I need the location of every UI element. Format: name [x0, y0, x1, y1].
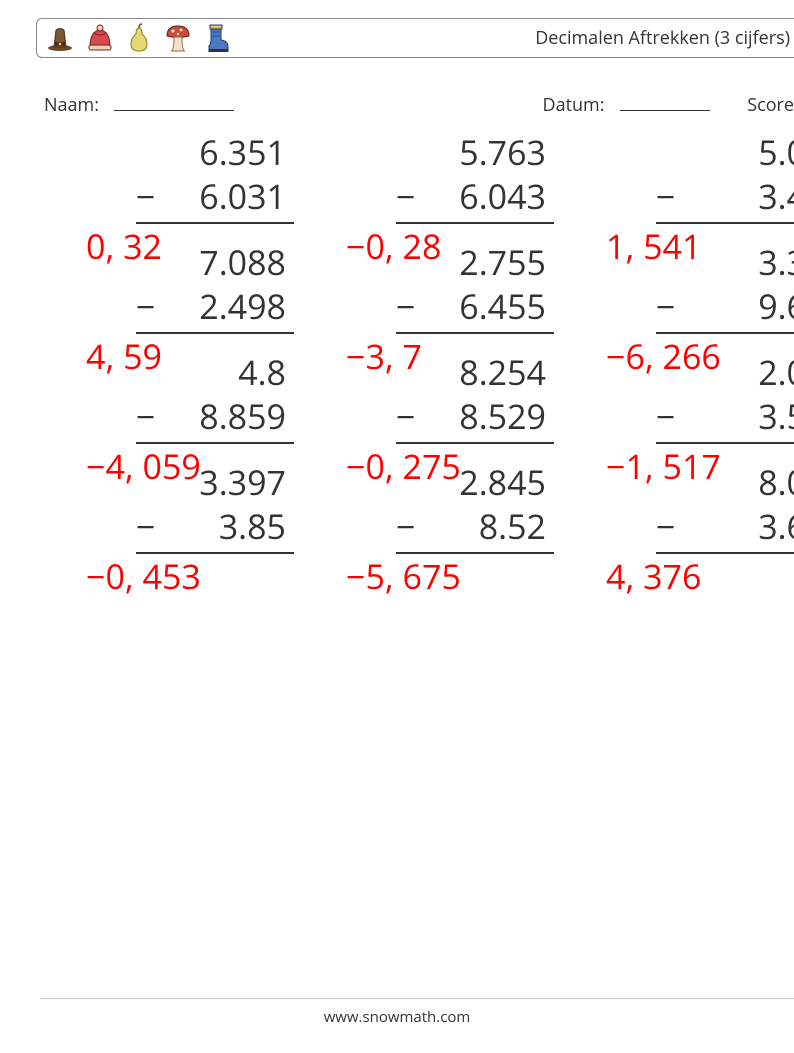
subtrahend: 3.4	[758, 173, 794, 219]
subtrahend-line: −6.043	[400, 174, 560, 218]
subtrahend: 6.455	[459, 283, 546, 329]
problem-stack: 8.0−3.6	[660, 460, 794, 554]
minuend: 6.351	[140, 130, 300, 174]
subtrahend: 8.529	[459, 393, 546, 439]
minuend: 2.755	[400, 240, 560, 284]
subtrahend-line: −9.6	[660, 284, 794, 328]
minus-operator: −	[396, 394, 415, 438]
minuend: 2.0	[660, 350, 794, 394]
minus-operator: −	[136, 504, 155, 548]
problem-stack: 2.755−6.455	[400, 240, 560, 334]
problem-stack: 7.088−2.498	[140, 240, 300, 334]
problem: 2.845−8.52−5, 675	[300, 460, 560, 554]
subtrahend: 6.043	[459, 173, 546, 219]
problem-stack: 5.763−6.043	[400, 130, 560, 224]
problem-stack: 2.845−8.52	[400, 460, 560, 554]
answer: 4, 376	[606, 554, 701, 598]
subtrahend: 3.6	[758, 503, 794, 549]
subtrahend-line: −3.4	[660, 174, 794, 218]
problem: 7.088−2.4984, 59	[40, 240, 300, 334]
winter-hat-icon	[85, 23, 115, 53]
subtrahend: 2.498	[199, 283, 286, 329]
name-label: Naam:	[44, 93, 99, 117]
problem-stack: 6.351−6.031	[140, 130, 300, 224]
name-field: Naam:	[44, 92, 234, 117]
pear-icon	[125, 22, 153, 54]
minus-operator: −	[136, 284, 155, 328]
minus-operator: −	[396, 174, 415, 218]
minuend: 5.763	[400, 130, 560, 174]
subtrahend-line: −6.031	[140, 174, 300, 218]
problem-row: 3.397−3.85−0, 4532.845−8.52−5, 6758.0−3.…	[40, 460, 794, 554]
subtrahend-line: −3.85	[140, 504, 300, 548]
name-underline	[114, 92, 234, 111]
minuend: 3.397	[140, 460, 300, 504]
date-score: Datum: Score	[543, 92, 794, 117]
subtrahend: 3.85	[219, 503, 286, 549]
subtrahend: 3.5	[758, 393, 794, 439]
date-label: Datum:	[543, 93, 605, 117]
minus-operator: −	[656, 504, 675, 548]
problems-grid: 6.351−6.0310, 325.763−6.043−0, 285.0−3.4…	[40, 130, 794, 554]
problem: 4.8−8.859−4, 059	[40, 350, 300, 444]
minuend: 8.0	[660, 460, 794, 504]
problem: 3.397−3.85−0, 453	[40, 460, 300, 554]
problem-stack: 5.0−3.4	[660, 130, 794, 224]
minus-operator: −	[656, 284, 675, 328]
date-underline	[620, 92, 710, 111]
subtrahend-line: −6.455	[400, 284, 560, 328]
minus-operator: −	[656, 174, 675, 218]
subtrahend: 8.859	[199, 393, 286, 439]
minuend: 5.0	[660, 130, 794, 174]
problem-stack: 8.254−8.529	[400, 350, 560, 444]
footer-text: www.snowmath.com	[0, 1007, 794, 1027]
minus-operator: −	[396, 284, 415, 328]
boot-icon	[203, 22, 231, 54]
minus-operator: −	[396, 504, 415, 548]
problem: 5.0−3.41, 541	[560, 130, 794, 224]
minus-operator: −	[136, 394, 155, 438]
subtrahend: 6.031	[199, 173, 286, 219]
problem-row: 6.351−6.0310, 325.763−6.043−0, 285.0−3.4…	[40, 130, 794, 224]
subtrahend-line: −3.6	[660, 504, 794, 548]
subtrahend: 9.6	[758, 283, 794, 329]
subtrahend-line: −8.529	[400, 394, 560, 438]
worksheet-title: Decimalen Aftrekken (3 cijfers)	[535, 26, 790, 50]
minuend: 2.845	[400, 460, 560, 504]
problem-stack: 3.3−9.6	[660, 240, 794, 334]
subtrahend-line: −2.498	[140, 284, 300, 328]
minus-operator: −	[136, 174, 155, 218]
score-label: Score	[747, 93, 794, 117]
problem-stack: 2.0−3.5	[660, 350, 794, 444]
problem: 2.755−6.455−3, 7	[300, 240, 560, 334]
problem: 8.0−3.64, 376	[560, 460, 794, 554]
subtrahend-line: −3.5	[660, 394, 794, 438]
mushroom-icon	[163, 22, 193, 54]
subtrahend: 8.52	[479, 503, 546, 549]
minuend: 7.088	[140, 240, 300, 284]
problem-row: 4.8−8.859−4, 0598.254−8.529−0, 2752.0−3.…	[40, 350, 794, 444]
minuend: 3.3	[660, 240, 794, 284]
answer: −0, 453	[86, 554, 201, 598]
problem-stack: 3.397−3.85	[140, 460, 300, 554]
minuend: 8.254	[400, 350, 560, 394]
pilgrim-hat-icon	[45, 23, 75, 53]
header-icons	[45, 22, 231, 54]
answer: −5, 675	[346, 554, 461, 598]
problem: 5.763−6.043−0, 28	[300, 130, 560, 224]
problem: 8.254−8.529−0, 275	[300, 350, 560, 444]
problem: 2.0−3.5−1, 517	[560, 350, 794, 444]
subtrahend-line: −8.52	[400, 504, 560, 548]
problem-row: 7.088−2.4984, 592.755−6.455−3, 73.3−9.6−…	[40, 240, 794, 334]
minus-operator: −	[656, 394, 675, 438]
problem: 3.3−9.6−6, 266	[560, 240, 794, 334]
minuend: 4.8	[140, 350, 300, 394]
footer-divider	[40, 998, 794, 999]
problem-stack: 4.8−8.859	[140, 350, 300, 444]
worksheet-header: Decimalen Aftrekken (3 cijfers)	[36, 18, 794, 58]
subtrahend-line: −8.859	[140, 394, 300, 438]
problem: 6.351−6.0310, 32	[40, 130, 300, 224]
meta-line: Naam: Datum: Score	[44, 92, 794, 117]
